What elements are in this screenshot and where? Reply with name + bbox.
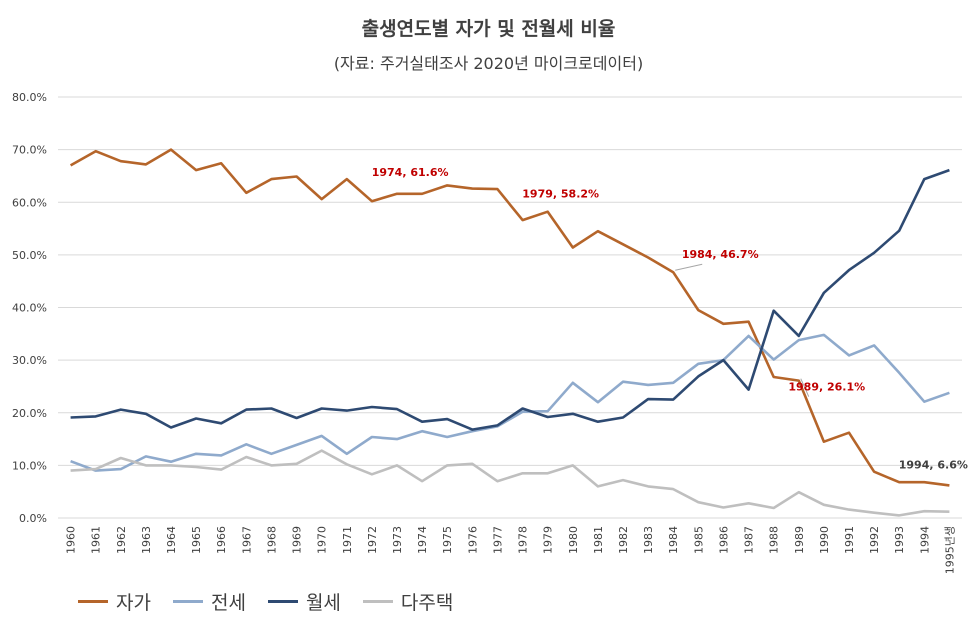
y-tick-label: 20.0% (12, 407, 47, 420)
x-tick-label: 1987 (743, 526, 756, 554)
x-tick-label: 1972 (366, 526, 379, 554)
y-tick-label: 10.0% (12, 459, 47, 472)
annotation-leader (675, 263, 703, 271)
x-tick-label: 1965 (190, 526, 203, 554)
x-tick-label: 1992 (868, 526, 881, 554)
annotations: 1974, 61.6% 1979, 58.2% 1984, 46.7% 1989, 2… (372, 166, 968, 471)
x-tick-label: 1990 (818, 526, 831, 554)
legend-swatch (78, 600, 108, 603)
legend-swatch (267, 600, 298, 603)
y-tick-label: 40.0% (12, 302, 47, 315)
series-lines (69, 148, 950, 517)
chart-title: 출생연도별 자가 및 전월세 비율 (361, 18, 616, 40)
legend-item: 자가 (78, 588, 151, 615)
x-tick-label: 1970 (316, 526, 329, 554)
x-tick-label: 1994 (918, 526, 931, 554)
chart-subtitle: (자료: 주거실태조사 2020년 마이크로데이터) (333, 54, 644, 73)
x-tick-label: 1973 (391, 526, 404, 554)
legend-item: 월세 (267, 588, 341, 615)
x-tick-label: 1993 (893, 526, 906, 554)
x-tick-label: 1960 (65, 526, 78, 554)
x-tick-label: 1984 (667, 526, 680, 554)
legend-label: 자가 (116, 592, 151, 614)
x-tick-label: 1989 (793, 526, 806, 554)
legend-item: 전세 (172, 588, 246, 615)
x-tick-label: 1985 (692, 526, 705, 554)
x-tick-label: 1974 (416, 526, 429, 554)
legend-swatch (362, 600, 393, 603)
x-tick-label: 1969 (291, 526, 304, 554)
y-tick-label: 80.0% (12, 91, 47, 104)
y-tick-label: 60.0% (12, 196, 47, 209)
series-line-자가 (69, 148, 950, 487)
legend-label: 다주택 (400, 592, 454, 614)
x-tick-label: 1964 (165, 526, 178, 554)
x-tick-label: 1981 (592, 526, 605, 554)
x-tick-label: 1983 (642, 526, 655, 554)
legend-swatch (172, 600, 203, 603)
legend-label: 전세 (210, 592, 246, 614)
y-tick-label: 50.0% (12, 249, 47, 262)
annotation-leader (800, 378, 810, 397)
x-tick-label: 1995년생 (943, 526, 956, 574)
series-line-전세 (70, 333, 950, 472)
x-tick-label: 1971 (341, 526, 354, 554)
x-tick-label: 1966 (215, 526, 228, 554)
x-tick-label: 1977 (491, 526, 504, 554)
x-tick-label: 1967 (240, 526, 253, 554)
legend: 자가 전세 월세 다주택 (78, 588, 475, 615)
x-tick-label: 1982 (617, 526, 630, 554)
x-axis: 1960 1961 1962 1963 1964 1965 1966 1967 1968 1969… (65, 526, 957, 574)
x-tick-label: 1968 (265, 526, 278, 554)
legend-label: 월세 (305, 592, 341, 614)
x-tick-label: 1962 (115, 526, 128, 554)
x-tick-label: 1986 (717, 526, 730, 554)
annotation-label: 1994, 6.6% (899, 458, 968, 471)
annotation-label: 1974, 61.6% (372, 166, 449, 179)
x-tick-label: 1978 (517, 526, 530, 554)
x-tick-label: 1979 (542, 526, 555, 554)
x-tick-label: 1988 (768, 526, 781, 554)
series-line-월세 (70, 168, 950, 431)
annotation-label: 1989, 26.1% (788, 381, 865, 394)
legend-item: 다주택 (362, 588, 454, 615)
x-tick-label: 1961 (90, 526, 103, 554)
x-tick-label: 1980 (567, 526, 580, 554)
annotation-label: 1984, 46.7% (682, 248, 759, 261)
x-tick-label: 1963 (140, 526, 153, 554)
y-tick-label: 70.0% (12, 144, 47, 157)
y-tick-label: 30.0% (12, 354, 47, 367)
series-line-다주택 (70, 449, 950, 517)
annotation-label: 1979, 58.2% (522, 188, 599, 201)
y-tick-label: 0.0% (19, 512, 47, 525)
y-axis: 0.0% 10.0% 20.0% 30.0% 40.0% 50.0% 60.0% 70.0% 8… (12, 91, 47, 525)
x-tick-label: 1975 (441, 526, 454, 554)
x-tick-label: 1976 (466, 526, 479, 554)
x-tick-label: 1991 (843, 526, 856, 554)
